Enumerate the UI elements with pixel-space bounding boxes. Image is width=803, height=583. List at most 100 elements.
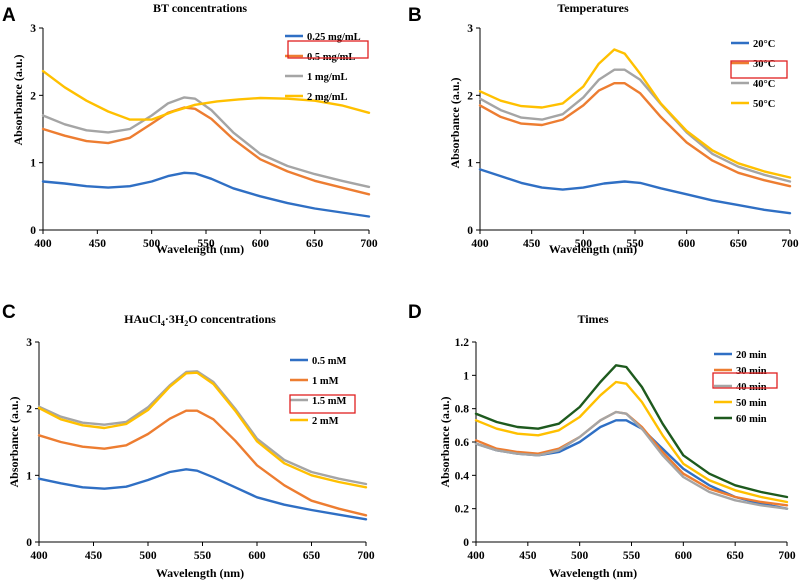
legend-entry: 60 min [736,414,767,425]
y-tick-label: 3 [467,23,473,35]
x-tick-label: 450 [519,550,537,562]
x-tick-label: 550 [197,238,215,250]
x-tick-label: 700 [781,238,799,250]
x-tick-label: 400 [467,550,485,562]
y-tick-label: 1 [463,370,469,382]
legend-entry: 0.5 mM [312,356,346,367]
y-axis-label: Absorbance (a.u.) [11,54,25,145]
series-line [478,68,792,183]
panel-d: D Times Wavelength (nm) Absorbance (a.u.… [408,302,796,580]
series-line [41,106,371,196]
panel-b: B Temperatures Wavelength (nm) Absorbanc… [408,1,799,256]
title-part: ·3H [165,312,185,326]
x-axis-label: Wavelength (nm) [156,566,244,580]
y-tick-label: 0 [26,537,32,549]
series-line [37,468,368,521]
x-axis-label: Wavelength (nm) [549,566,637,580]
series-line [474,380,789,504]
x-tick-label: 650 [727,550,745,562]
x-tick-label: 550 [626,238,644,250]
x-axis-label: Wavelength (nm) [156,242,244,256]
y-tick-label: 0 [30,225,36,237]
title-subscript: 2 [184,319,188,328]
series-lines [41,69,371,218]
series-line [41,69,371,121]
legend-entry: 20°C [753,39,775,50]
y-tick-label: 0.4 [455,470,470,482]
y-tick-label: 2 [467,90,473,102]
legend-highlight-box [712,372,778,389]
x-tick-label: 650 [306,238,324,250]
chart-title: Times [577,312,608,326]
series-line [478,81,792,188]
y-tick-label: 2 [30,90,36,102]
legend-entry: 30 min [736,366,767,377]
series-line [474,364,789,499]
series-line [37,370,368,486]
legend-highlight-box [730,60,788,79]
axis-ticks: 400 450 500 550 600 650 700 0 1 2 3 [467,23,799,250]
x-tick-label: 500 [143,238,161,250]
series-line [478,48,792,179]
y-tick-label: 3 [30,23,36,35]
title-part: HAuCl [124,312,161,326]
y-tick-label: 0 [467,225,473,237]
chart-title: HAuCl4·3H2O concentrations [124,312,276,328]
x-tick-label: 450 [89,238,107,250]
x-tick-label: 500 [571,550,589,562]
legend-entry: 50 min [736,398,767,409]
legend-entry: 1 mM [312,376,339,387]
panel-c: C HAuCl4·3H2O concentrations Wavelength … [2,302,375,580]
legend-entry: 1 mg/mL [307,72,348,83]
y-tick-label: 0.8 [455,404,470,416]
legend-entry: 2 mg/mL [307,92,348,103]
y-axis-label: Absorbance (a.u.) [438,396,452,487]
legend-entry: 0.25 mg/mL [307,32,361,43]
panel-a: A BT concentrations Wavelength (nm) Abso… [2,1,378,256]
y-tick-label: 1 [467,158,473,170]
series-line [37,371,368,489]
y-tick-label: 2 [26,404,32,416]
series-line [474,410,789,510]
legend: 0.25 mg/mL0.5 mg/mL1 mg/mL2 mg/mL [285,32,369,103]
x-tick-label: 400 [34,238,52,250]
series-line [41,96,371,189]
panel-label-a: A [2,5,16,26]
legend-entry: 40°C [753,79,775,90]
x-tick-label: 600 [248,550,266,562]
legend-entry: 50°C [753,99,775,110]
y-tick-label: 0.6 [455,437,470,449]
x-tick-label: 450 [85,550,103,562]
series-line [478,168,792,215]
legend-entry: 30°C [753,59,775,70]
panel-label-c: C [2,302,16,323]
x-tick-label: 550 [194,550,212,562]
series-lines [478,48,792,215]
y-tick-label: 0.2 [455,504,470,516]
y-tick-label: 1 [26,470,32,482]
x-tick-label: 400 [30,550,48,562]
x-tick-label: 700 [778,550,796,562]
x-tick-label: 550 [623,550,641,562]
series-lines [474,364,789,510]
legend-entry: 1.5 mM [312,396,346,407]
series-lines [37,370,368,521]
x-tick-label: 400 [471,238,489,250]
legend-highlight-box [289,394,356,414]
legend: 20°C 30°C 40°C 50°C [730,39,788,110]
x-tick-label: 500 [575,238,593,250]
x-tick-label: 500 [139,550,157,562]
series-line [37,409,368,517]
y-tick-label: 1 [30,158,36,170]
legend-entry: 2 mM [312,416,339,427]
chart-title: BT concentrations [153,1,247,15]
title-part: O concentrations [188,312,276,326]
x-tick-label: 600 [678,238,696,250]
legend: 0.5 mM 1 mM 1.5 mM 2 mM [289,356,356,427]
chart-title: Temperatures [557,1,629,15]
axis-ticks: 400 450 500 550 600 650 700 0 1 2 3 [30,23,378,250]
title-subscript: 4 [161,319,165,328]
y-axis-label: Absorbance (a.u.) [7,396,21,487]
